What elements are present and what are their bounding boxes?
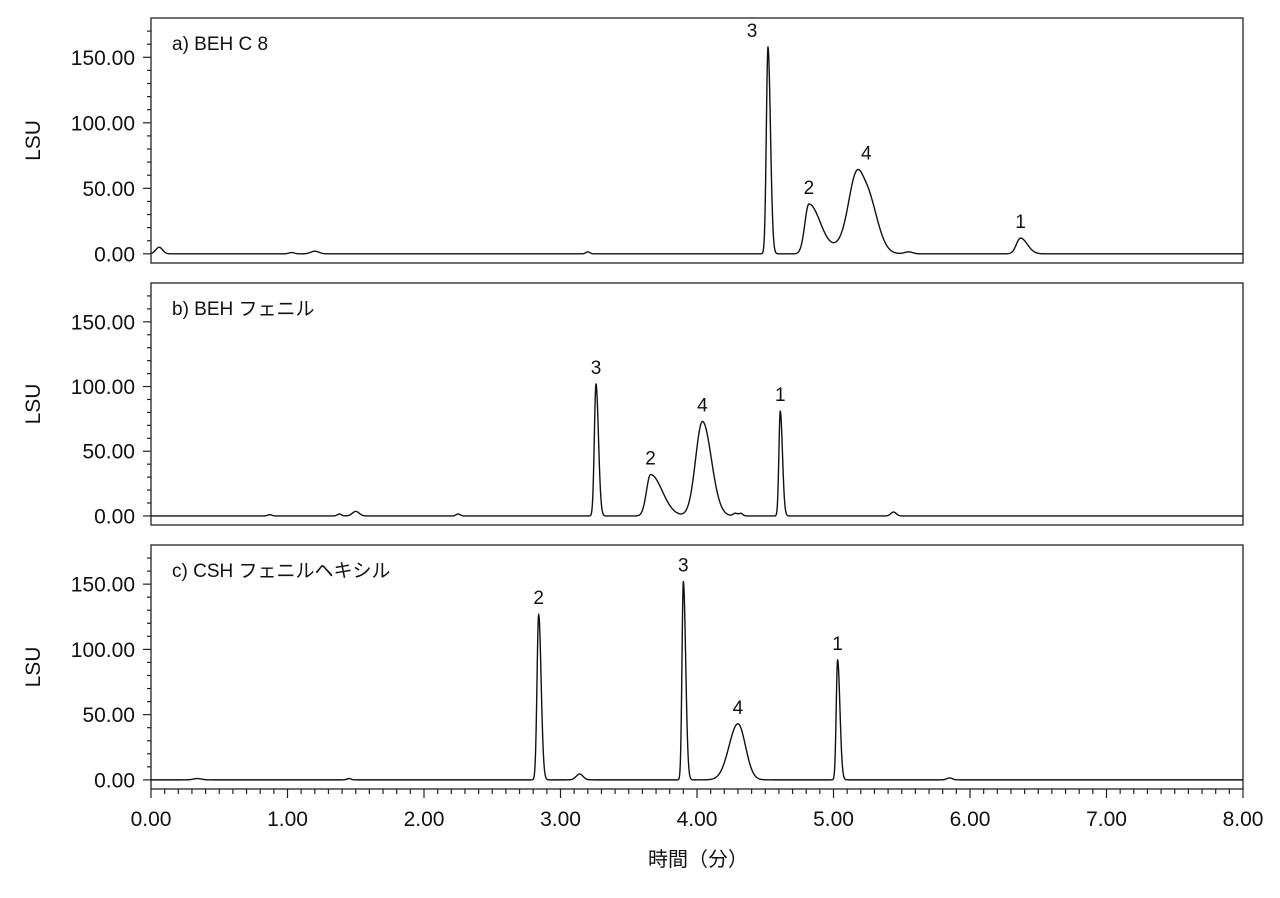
- peak-label: 2: [645, 449, 656, 470]
- y-tick-label: 150.00: [71, 574, 135, 597]
- panel-label: a) BEH C 8: [172, 34, 268, 55]
- y-tick-label: 50.00: [82, 704, 135, 727]
- y-axis-label: LSU: [22, 384, 45, 425]
- x-tick-label: 4.00: [677, 808, 718, 831]
- x-tick-label: 8.00: [1223, 808, 1264, 831]
- peak-label: 1: [832, 634, 843, 655]
- y-tick-label: 150.00: [71, 311, 135, 334]
- plot-frame: [150, 17, 1244, 264]
- y-tick-label: 0.00: [94, 243, 135, 266]
- y-tick-label: 150.00: [71, 47, 135, 70]
- x-tick-label: 5.00: [813, 808, 854, 831]
- y-tick-label: 0.00: [94, 769, 135, 792]
- y-tick-label: 100.00: [71, 112, 135, 135]
- x-tick-label: 0.00: [131, 808, 172, 831]
- series-trace: [150, 383, 1244, 517]
- panel-c: 0.00 50.00 100.00 150.00 LSU c) CSH フェニルヘキシル 2…: [22, 544, 1244, 792]
- y-tick-label: 50.00: [82, 178, 135, 201]
- x-tick-label: 3.00: [540, 808, 581, 831]
- peak-label: 4: [861, 143, 872, 164]
- y-tick-label: 100.00: [71, 376, 135, 399]
- y-tick-label: 100.00: [71, 639, 135, 662]
- series-trace: [150, 46, 1244, 255]
- y-tick-label: 0.00: [94, 505, 135, 528]
- x-axis-label: 時間（分）: [648, 848, 748, 871]
- y-axis-label: LSU: [22, 120, 45, 161]
- peak-label: 4: [733, 698, 744, 719]
- y-tick-label: 50.00: [82, 441, 135, 464]
- peak-label: 3: [747, 21, 758, 42]
- x-tick-label: 1.00: [267, 808, 308, 831]
- peak-label: 3: [591, 358, 602, 379]
- x-tick-label: 2.00: [404, 808, 445, 831]
- peak-label: 3: [678, 556, 689, 577]
- plot-frame: [150, 282, 1244, 526]
- peak-label: 1: [775, 385, 786, 406]
- panel-label: b) BEH フェニル: [172, 299, 315, 320]
- y-axis-label: LSU: [22, 647, 45, 688]
- peak-label: 2: [804, 178, 815, 199]
- x-tick-label: 7.00: [1086, 808, 1127, 831]
- peak-label: 4: [697, 395, 708, 416]
- x-axis: 0.00 1.00 2.00 3.00 4.00 5.00 6.00 7.00 8.00: [131, 789, 1264, 831]
- panel-b: 0.00 50.00 100.00 150.00 LSU b) BEH フェニル 3 2 4 1: [22, 282, 1244, 528]
- x-tick-label: 6.00: [950, 808, 991, 831]
- series-trace: [150, 580, 1244, 781]
- peak-label: 2: [533, 588, 544, 609]
- panel-a: 0.00 50.00 100.00 150.00 LSU a) BEH C 8 3 2 4 1: [22, 17, 1244, 266]
- peak-label: 1: [1015, 212, 1026, 233]
- panel-label: c) CSH フェニルヘキシル: [172, 561, 391, 582]
